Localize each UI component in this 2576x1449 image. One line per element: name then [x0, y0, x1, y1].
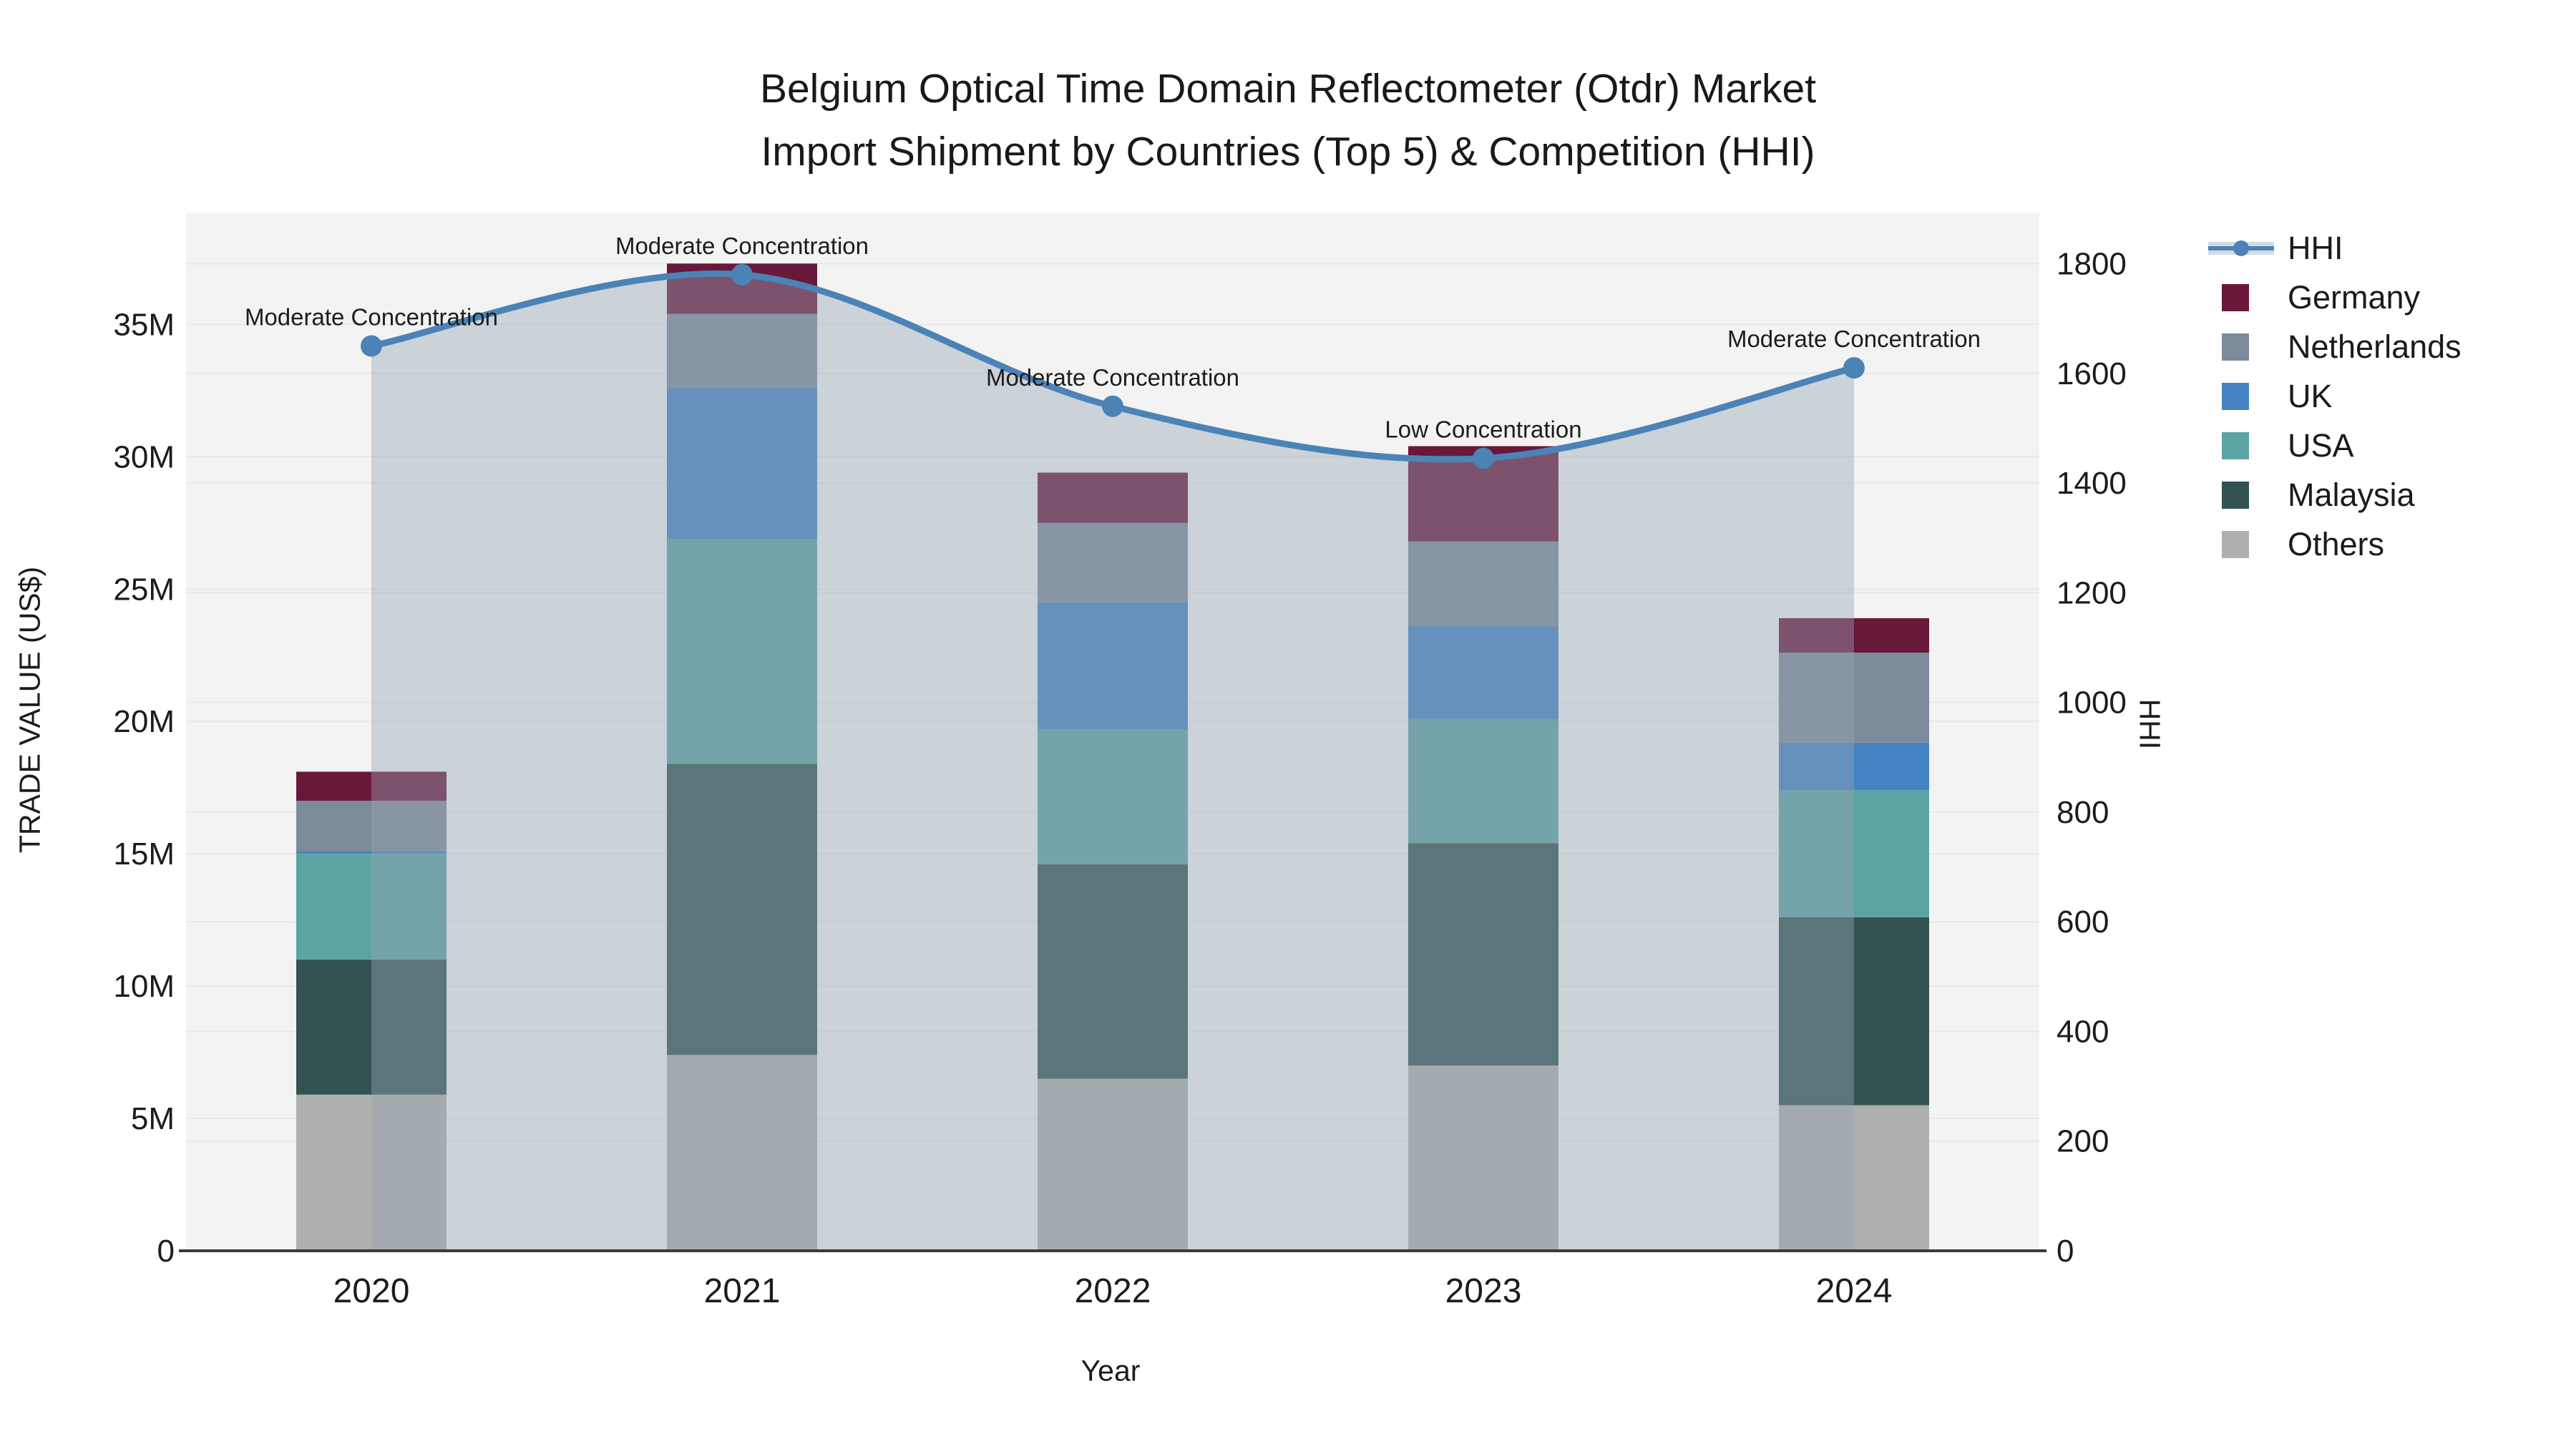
germany-swatch-icon — [2222, 283, 2249, 311]
bar-segment-usa-2023[interactable] — [1408, 718, 1558, 844]
y-axis-left-title: TRADE VALUE (US$) — [13, 566, 47, 854]
legend-item-label: Germany — [2288, 278, 2421, 316]
y-right-tick-1200: 1200 — [2057, 575, 2127, 610]
y-left-tick-0: 0 — [157, 1234, 175, 1269]
legend-item-label: Malaysia — [2288, 476, 2415, 513]
y-right-tick-200: 200 — [2057, 1124, 2109, 1159]
legend-item-label: USA — [2288, 426, 2354, 464]
x-tick-2021: 2021 — [704, 1272, 781, 1310]
bar-segment-germany-2020[interactable] — [296, 771, 447, 801]
bar-segment-germany-2022[interactable] — [1038, 472, 1188, 523]
legend: HHI Germany Netherlands UK USA Malaysia … — [2208, 223, 2462, 569]
bar-segment-netherlands-2022[interactable] — [1038, 522, 1188, 602]
annotation-2023: Low Concentration — [1385, 416, 1581, 443]
y-right-tick-800: 800 — [2057, 795, 2109, 830]
bar-segment-uk-2021[interactable] — [667, 388, 817, 539]
legend-item-germany[interactable]: Germany — [2208, 273, 2462, 322]
bar-segment-uk-2022[interactable] — [1038, 602, 1188, 730]
x-tick-2020: 2020 — [333, 1272, 410, 1310]
annotation-2020: Moderate Concentration — [245, 303, 498, 330]
legend-item-label: Netherlands — [2288, 328, 2462, 365]
legend-item-label: UK — [2288, 377, 2333, 414]
bar-segment-uk-2024[interactable] — [1779, 742, 1929, 791]
y-left-tick-35M: 35M — [113, 307, 175, 342]
chart-title-line2: Import Shipment by Countries (Top 5) & C… — [761, 129, 1815, 175]
bar-segment-others-2020[interactable] — [296, 1094, 447, 1251]
bar-segment-malaysia-2020[interactable] — [296, 960, 447, 1095]
y-right-tick-1600: 1600 — [2057, 356, 2127, 391]
x-axis-title: Year — [1080, 1354, 1141, 1387]
chart-title-line1: Belgium Optical Time Domain Reflectomete… — [759, 66, 1817, 112]
legend-item-netherlands[interactable]: Netherlands — [2208, 322, 2462, 371]
y-left-tick-10M: 10M — [113, 969, 175, 1004]
bar-segment-uk-2020[interactable] — [296, 851, 447, 854]
netherlands-swatch-icon — [2222, 333, 2249, 361]
hhi-marker-2024[interactable] — [1843, 357, 1865, 379]
annotation-2022: Moderate Concentration — [986, 364, 1239, 391]
y-right-tick-600: 600 — [2057, 904, 2109, 940]
y-left-tick-5M: 5M — [131, 1101, 175, 1136]
others-swatch-icon — [2222, 530, 2249, 558]
hhi-line-sample-icon — [2208, 232, 2274, 265]
hhi-marker-2021[interactable] — [731, 263, 753, 286]
y-left-tick-20M: 20M — [113, 704, 175, 739]
hhi-marker-2020[interactable] — [361, 335, 382, 357]
bar-segment-others-2021[interactable] — [667, 1055, 817, 1251]
x-tick-2022: 2022 — [1075, 1272, 1151, 1310]
legend-item-others[interactable]: Others — [2208, 519, 2462, 569]
y-right-tick-0: 0 — [2057, 1234, 2074, 1269]
y-right-tick-1000: 1000 — [2057, 686, 2127, 721]
bar-segment-others-2024[interactable] — [1779, 1105, 1929, 1251]
legend-item-label: Others — [2288, 525, 2385, 562]
bar-segment-usa-2022[interactable] — [1038, 729, 1188, 864]
uk-swatch-icon — [2222, 382, 2249, 410]
y-axis-right-title: HHI — [2133, 698, 2167, 750]
legend-item-malaysia[interactable]: Malaysia — [2208, 470, 2462, 519]
bar-segment-usa-2021[interactable] — [667, 538, 817, 764]
bar-segment-others-2022[interactable] — [1038, 1078, 1188, 1251]
bar-segment-germany-2024[interactable] — [1779, 618, 1929, 653]
legend-item-uk[interactable]: UK — [2208, 371, 2462, 421]
x-tick-2024: 2024 — [1816, 1272, 1893, 1310]
bar-segment-usa-2020[interactable] — [296, 854, 447, 960]
hhi-area-fill — [371, 273, 1854, 1252]
y-right-tick-1400: 1400 — [2057, 466, 2127, 501]
bar-segment-uk-2023[interactable] — [1408, 626, 1558, 719]
bar-segment-netherlands-2023[interactable] — [1408, 541, 1558, 627]
bar-segment-malaysia-2024[interactable] — [1779, 917, 1929, 1106]
bar-segment-malaysia-2023[interactable] — [1408, 843, 1558, 1066]
bar-segment-netherlands-2024[interactable] — [1779, 653, 1929, 743]
chart-title: Belgium Optical Time Domain Reflectomete… — [0, 57, 2576, 183]
y-left-tick-25M: 25M — [113, 572, 175, 607]
bar-segment-netherlands-2021[interactable] — [667, 313, 817, 389]
y-right-tick-400: 400 — [2057, 1014, 2109, 1049]
bar-segment-netherlands-2020[interactable] — [296, 801, 447, 852]
annotation-2024: Moderate Concentration — [1727, 326, 1981, 352]
malaysia-swatch-icon — [2222, 481, 2249, 509]
hhi-marker-2022[interactable] — [1102, 395, 1123, 417]
x-tick-2023: 2023 — [1445, 1272, 1522, 1310]
legend-item-hhi[interactable]: HHI — [2208, 223, 2462, 273]
bar-segment-others-2023[interactable] — [1408, 1065, 1558, 1251]
annotation-2021: Moderate Concentration — [615, 233, 869, 259]
bar-segment-malaysia-2021[interactable] — [667, 763, 817, 1055]
hhi-marker-2023[interactable] — [1473, 447, 1494, 469]
usa-swatch-icon — [2222, 431, 2249, 459]
legend-item-usa[interactable]: USA — [2208, 421, 2462, 470]
y-right-tick-1800: 1800 — [2057, 247, 2127, 282]
y-left-tick-30M: 30M — [113, 439, 175, 474]
bar-segment-usa-2024[interactable] — [1779, 790, 1929, 917]
y-left-tick-15M: 15M — [113, 836, 175, 872]
legend-item-label: HHI — [2288, 229, 2343, 266]
bar-segment-malaysia-2022[interactable] — [1038, 864, 1188, 1079]
